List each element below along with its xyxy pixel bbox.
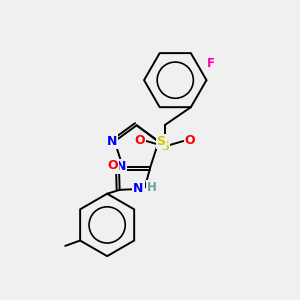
Text: N: N (133, 182, 144, 196)
Text: H: H (146, 181, 156, 194)
Text: O: O (107, 159, 118, 172)
Text: S: S (157, 135, 166, 148)
Text: O: O (135, 134, 145, 147)
Text: N: N (107, 135, 117, 148)
Text: F: F (207, 57, 214, 70)
Text: N: N (116, 160, 126, 173)
Text: O: O (184, 134, 195, 147)
Text: S: S (160, 140, 169, 153)
